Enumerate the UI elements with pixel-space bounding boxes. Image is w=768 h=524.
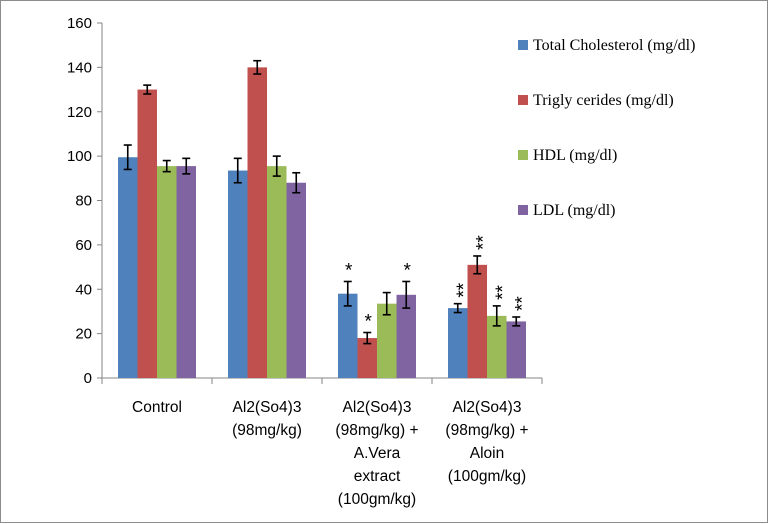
error-bar-1-4 xyxy=(453,302,462,314)
legend-item-1: Total Cholesterol (mg/dl) xyxy=(518,37,695,54)
legend: Total Cholesterol (mg/dl) Trigly cerides … xyxy=(518,37,695,219)
bar-4-2 xyxy=(286,182,306,378)
legend-label: HDL (mg/dl) xyxy=(533,147,617,164)
annotation-2-4: ** xyxy=(473,235,494,250)
category-label: Al2(So4)3 xyxy=(453,399,522,416)
error-bar-1-2 xyxy=(233,157,242,184)
category-label: (98mg/kg) + xyxy=(445,422,528,439)
y-tick-label: 60 xyxy=(75,237,92,254)
significance-annotations: *********** xyxy=(345,235,533,333)
error-bar-4-3 xyxy=(402,280,411,309)
error-bar-4-1 xyxy=(182,157,191,175)
y-tick-label: 160 xyxy=(67,15,92,32)
category-label: (100gm/kg) xyxy=(448,468,526,485)
annotation-4-3: * xyxy=(404,260,412,281)
bar-4-3 xyxy=(396,294,416,378)
error-bar-2-1 xyxy=(143,84,152,95)
bar-2-1 xyxy=(137,89,157,378)
category-label: A.Vera xyxy=(354,445,401,462)
y-tick-label: 40 xyxy=(75,281,92,298)
bar-4-4 xyxy=(506,321,526,378)
legend-item-3: HDL (mg/dl) xyxy=(518,147,617,164)
annotation-4-4: ** xyxy=(512,296,533,311)
annotation-3-4: ** xyxy=(493,284,514,299)
y-tick-label: 80 xyxy=(75,193,92,210)
category-label: (100gm/kg) xyxy=(338,491,416,508)
legend-label: Total Cholesterol (mg/dl) xyxy=(533,37,695,54)
bar-4-1 xyxy=(176,166,196,378)
error-bar-2-4 xyxy=(473,255,482,275)
legend-item-2: Trigly cerides (mg/dl) xyxy=(518,92,674,109)
category-label: Aloin xyxy=(470,445,504,462)
category-label: Al2(So4)3 xyxy=(233,399,302,416)
legend-label: Trigly cerides (mg/dl) xyxy=(533,92,674,109)
bar-3-2 xyxy=(267,166,287,378)
bars xyxy=(118,67,526,378)
legend-swatch xyxy=(518,150,528,160)
legend-item-4: LDL (mg/dl) xyxy=(518,202,616,219)
y-tick-label: 140 xyxy=(67,59,92,76)
error-bar-2-2 xyxy=(253,59,262,75)
annotation-2-3: * xyxy=(365,312,373,333)
category-labels: Control Al2(So4)3 (98mg/kg) Al2(So4)3 (98mg/… xyxy=(132,399,529,508)
error-bar-3-1 xyxy=(162,159,171,173)
bar-1-4 xyxy=(448,308,468,378)
bar-3-4 xyxy=(487,315,507,378)
category-label: extract xyxy=(354,468,401,485)
axes: 0 20 40 60 80 100 120 140 160 xyxy=(67,15,543,387)
bar-2-2 xyxy=(247,67,267,378)
error-bar-3-3 xyxy=(382,291,391,316)
legend-swatch xyxy=(518,205,528,215)
annotation-1-3: * xyxy=(345,260,353,281)
category-label: Al2(So4)3 xyxy=(343,399,412,416)
error-bar-3-4 xyxy=(492,305,501,327)
category-label: (98mg/kg) xyxy=(232,422,302,439)
y-tick-label: 100 xyxy=(67,148,92,165)
bar-2-4 xyxy=(467,264,487,378)
error-bar-4-4 xyxy=(512,316,521,327)
bar-3-3 xyxy=(377,303,397,378)
legend-swatch xyxy=(518,95,528,105)
legend-label: LDL (mg/dl) xyxy=(533,202,616,219)
bar-1-3 xyxy=(338,293,358,378)
error-bar-3-2 xyxy=(272,155,281,177)
error-bars xyxy=(123,59,521,345)
y-tick-label: 0 xyxy=(84,370,92,387)
y-tick-label: 20 xyxy=(75,326,92,343)
error-bar-4-2 xyxy=(292,171,301,194)
error-bar-1-1 xyxy=(123,144,132,171)
bar-1-2 xyxy=(228,170,248,378)
bar-3-1 xyxy=(157,166,177,378)
bar-1-1 xyxy=(118,157,138,378)
annotation-1-4: ** xyxy=(454,282,475,297)
y-tick-label: 120 xyxy=(67,104,92,121)
error-bar-1-3 xyxy=(343,280,352,307)
error-bar-2-3 xyxy=(363,331,372,345)
bar-2-3 xyxy=(357,338,377,378)
legend-swatch xyxy=(518,40,528,50)
category-label: Control xyxy=(132,399,182,416)
category-label: (98mg/kg) + xyxy=(335,422,418,439)
